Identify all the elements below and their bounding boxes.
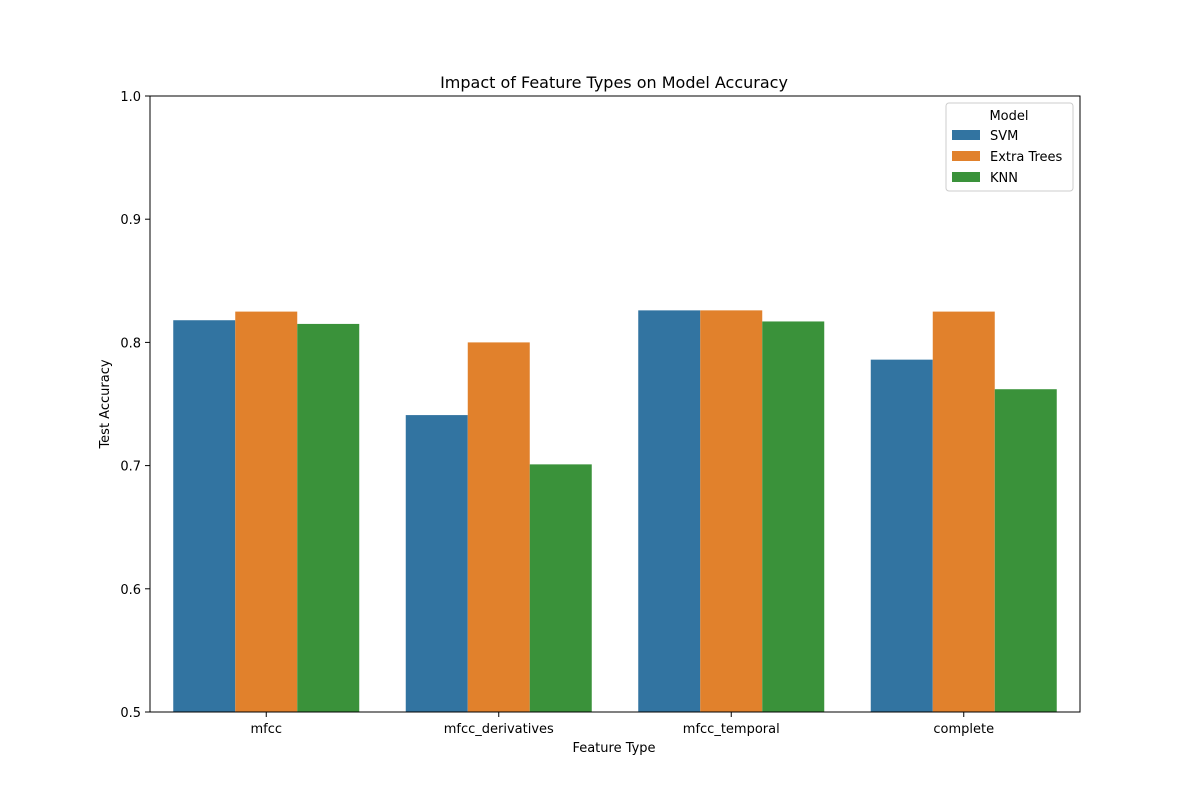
legend: Model SVM Extra Trees KNN xyxy=(945,102,1074,192)
y-axis-label: Test Accuracy xyxy=(98,359,113,449)
bar-knn-mfcc-derivatives xyxy=(529,464,592,712)
legend-label: KNN xyxy=(990,171,1018,186)
y-tick-label: 0.6 xyxy=(120,583,141,598)
x-tick-label: complete xyxy=(933,722,994,737)
bar-svm-mfcc-derivatives xyxy=(405,415,468,712)
x-tick-label: mfcc xyxy=(250,722,282,737)
y-tick-label: 0.7 xyxy=(120,460,141,475)
y-axis: 0.5 0.6 0.7 0.8 0.9 1.0 xyxy=(120,90,150,721)
x-axis-label: Feature Type xyxy=(572,741,655,756)
chart-title: Impact of Feature Types on Model Accurac… xyxy=(440,73,788,92)
legend-label: SVM xyxy=(990,129,1018,144)
bars-group xyxy=(173,310,1057,712)
bar-extra-trees-mfcc-temporal xyxy=(700,310,763,712)
y-tick-label: 0.8 xyxy=(120,336,141,351)
bar-svm-mfcc xyxy=(173,320,236,712)
bar-knn-mfcc-temporal xyxy=(762,321,825,712)
legend-title: Model xyxy=(989,109,1028,124)
bar-svm-complete xyxy=(870,359,933,712)
y-tick-label: 0.5 xyxy=(120,706,141,721)
y-tick-label: 0.9 xyxy=(120,213,141,228)
bar-extra-trees-complete xyxy=(932,311,995,712)
bar-extra-trees-mfcc-derivatives xyxy=(467,342,530,712)
y-tick-label: 1.0 xyxy=(120,90,141,105)
legend-box xyxy=(945,102,1074,192)
plot-frame xyxy=(149,95,1081,713)
legend-swatch xyxy=(952,151,980,161)
bar-knn-complete xyxy=(994,389,1057,712)
legend-label: Extra Trees xyxy=(990,150,1063,165)
bar-svm-mfcc-temporal xyxy=(638,310,701,712)
bar-knn-mfcc xyxy=(297,323,360,712)
x-tick-label: mfcc_temporal xyxy=(683,722,780,737)
legend-swatch xyxy=(952,172,980,182)
legend-swatch xyxy=(952,130,980,140)
x-axis: mfcc mfcc_derivatives mfcc_temporal complet… xyxy=(250,712,994,737)
bar-extra-trees-mfcc xyxy=(235,311,298,712)
x-tick-label: mfcc_derivatives xyxy=(444,722,554,737)
